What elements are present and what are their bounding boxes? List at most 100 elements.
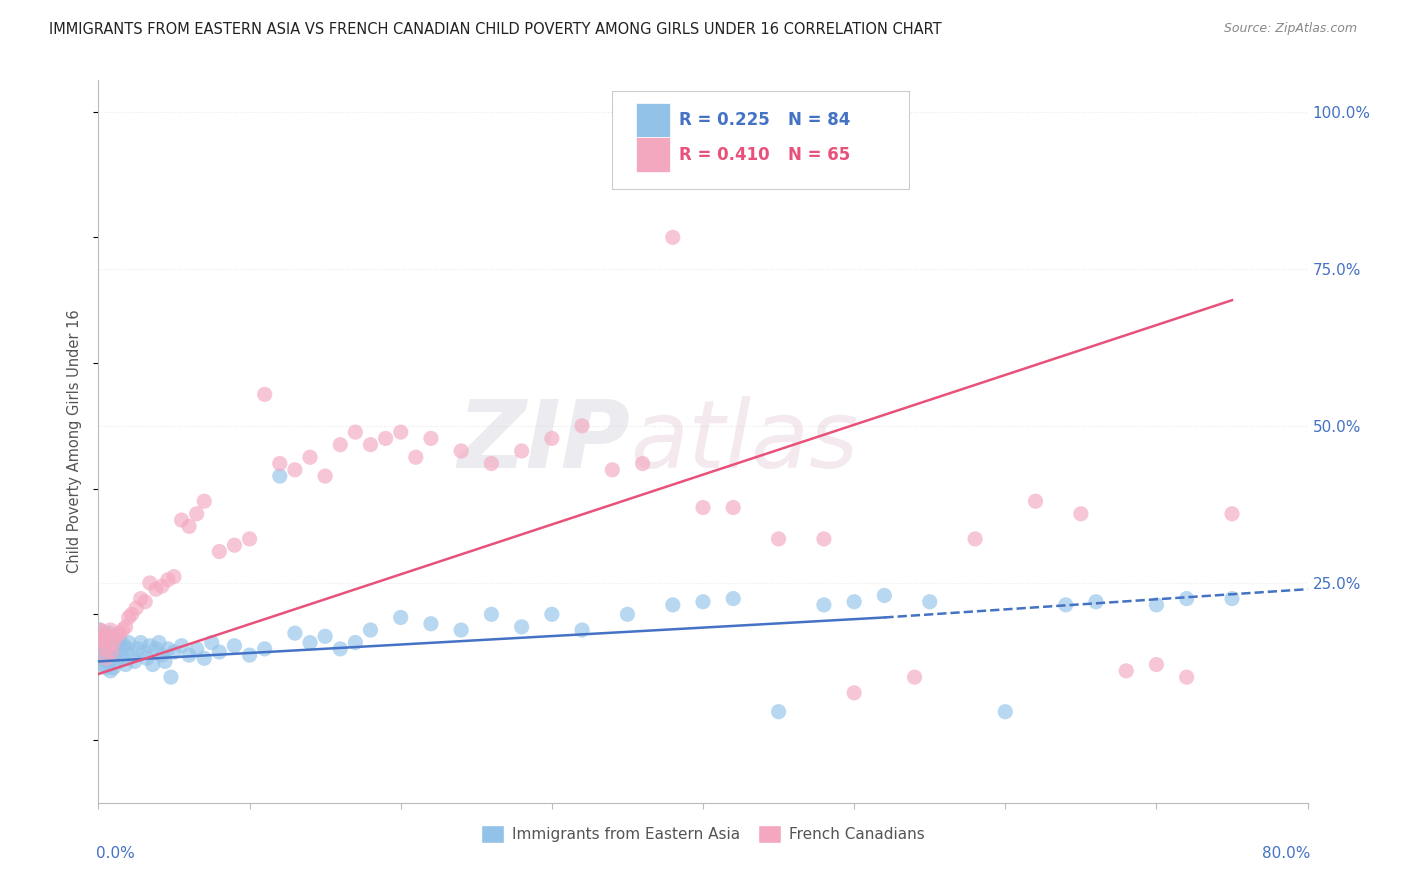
- Point: [127, 641, 149, 656]
- Point: [193, 494, 215, 508]
- Legend: Immigrants from Eastern Asia, French Canadians: Immigrants from Eastern Asia, French Can…: [475, 819, 931, 849]
- Point: [631, 457, 654, 471]
- Text: atlas: atlas: [630, 396, 859, 487]
- Point: [450, 444, 472, 458]
- Point: [100, 664, 122, 678]
- Point: [661, 598, 683, 612]
- Point: [692, 595, 714, 609]
- Point: [91, 635, 114, 649]
- Point: [89, 623, 111, 637]
- Text: N = 84: N = 84: [787, 111, 851, 129]
- Point: [389, 425, 412, 439]
- Point: [93, 629, 115, 643]
- Point: [111, 623, 134, 637]
- Point: [201, 635, 224, 649]
- Point: [125, 601, 148, 615]
- Point: [661, 230, 683, 244]
- Point: [105, 629, 128, 643]
- Point: [101, 651, 124, 665]
- Point: [208, 645, 231, 659]
- Point: [904, 670, 927, 684]
- Point: [186, 507, 208, 521]
- Point: [193, 651, 215, 665]
- Text: R = 0.410: R = 0.410: [679, 145, 769, 164]
- Point: [299, 635, 322, 649]
- Point: [994, 705, 1017, 719]
- Point: [87, 639, 110, 653]
- Point: [329, 438, 352, 452]
- Point: [98, 626, 121, 640]
- Point: [481, 457, 503, 471]
- Point: [179, 519, 201, 533]
- Point: [253, 641, 276, 656]
- Point: [160, 670, 183, 684]
- Point: [314, 629, 336, 643]
- Point: [153, 655, 176, 669]
- Point: [156, 641, 179, 656]
- Point: [284, 463, 307, 477]
- Point: [110, 641, 132, 656]
- Point: [450, 623, 472, 637]
- Point: [93, 648, 115, 662]
- Point: [692, 500, 714, 515]
- Point: [208, 544, 231, 558]
- Point: [94, 651, 117, 665]
- Point: [89, 645, 111, 659]
- Point: [1220, 591, 1243, 606]
- Point: [103, 641, 125, 656]
- Point: [299, 450, 322, 465]
- Point: [115, 641, 138, 656]
- Point: [129, 591, 152, 606]
- Text: 0.0%: 0.0%: [96, 847, 135, 861]
- Point: [405, 450, 427, 465]
- Point: [616, 607, 638, 622]
- Text: Source: ZipAtlas.com: Source: ZipAtlas.com: [1223, 22, 1357, 36]
- Point: [118, 635, 141, 649]
- Point: [170, 639, 193, 653]
- Point: [148, 635, 170, 649]
- Point: [510, 620, 533, 634]
- Point: [114, 620, 136, 634]
- Point: [360, 438, 382, 452]
- Point: [571, 623, 593, 637]
- Point: [150, 648, 173, 662]
- Point: [103, 661, 125, 675]
- Point: [602, 463, 624, 477]
- Point: [389, 610, 412, 624]
- Point: [813, 532, 835, 546]
- FancyBboxPatch shape: [637, 137, 671, 172]
- Point: [103, 635, 125, 649]
- Point: [374, 431, 396, 445]
- Point: [100, 623, 122, 637]
- Point: [90, 651, 112, 665]
- Point: [284, 626, 307, 640]
- FancyBboxPatch shape: [637, 103, 671, 137]
- Point: [510, 444, 533, 458]
- Point: [145, 641, 167, 656]
- Point: [813, 598, 835, 612]
- Point: [124, 655, 146, 669]
- Point: [186, 641, 208, 656]
- Point: [239, 532, 262, 546]
- Point: [571, 418, 593, 433]
- Point: [844, 686, 866, 700]
- Point: [111, 651, 134, 665]
- Point: [93, 626, 115, 640]
- Point: [844, 595, 866, 609]
- Text: R = 0.225: R = 0.225: [679, 111, 769, 129]
- Point: [918, 595, 941, 609]
- Point: [139, 639, 162, 653]
- Point: [873, 589, 896, 603]
- Point: [1144, 598, 1167, 612]
- Point: [965, 532, 987, 546]
- Point: [1175, 591, 1198, 606]
- Point: [1054, 598, 1077, 612]
- Point: [134, 595, 156, 609]
- Point: [329, 641, 352, 656]
- Point: [90, 632, 112, 647]
- Point: [96, 629, 118, 643]
- Point: [98, 645, 121, 659]
- Point: [1070, 507, 1092, 521]
- Text: 80.0%: 80.0%: [1261, 847, 1310, 861]
- Point: [1144, 657, 1167, 672]
